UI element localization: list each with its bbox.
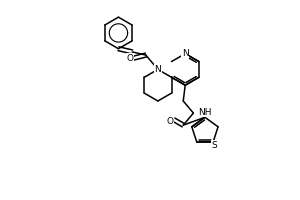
Text: O: O xyxy=(127,54,134,63)
Text: NH: NH xyxy=(198,108,212,117)
Text: N: N xyxy=(182,49,189,58)
Text: O: O xyxy=(167,117,173,126)
Text: N: N xyxy=(154,65,161,74)
Text: S: S xyxy=(211,141,217,150)
